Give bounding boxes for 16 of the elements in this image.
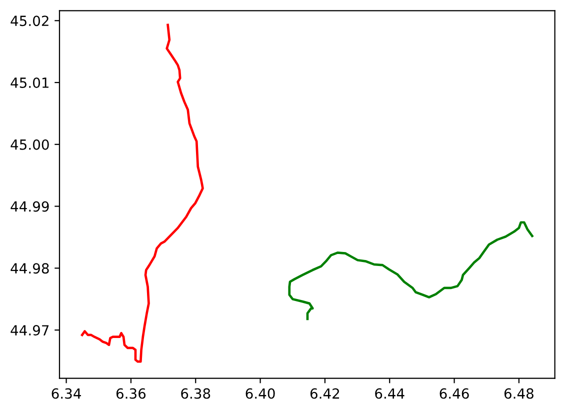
- line-series: [288, 221, 534, 320]
- y-tick-label: 44.99: [10, 201, 49, 212]
- x-tick-label: 6.40: [246, 388, 275, 399]
- x-tick-label: 6.36: [116, 388, 146, 399]
- x-tick-label: 6.48: [504, 388, 534, 399]
- y-tick-label: 44.98: [10, 263, 49, 274]
- y-tick-label: 45.02: [10, 16, 48, 26]
- line-series: [80, 24, 204, 363]
- x-tick-label: 6.34: [52, 388, 81, 399]
- y-tick-label: 44.97: [10, 325, 49, 336]
- x-tick-label: 6.38: [181, 388, 210, 399]
- x-tick-label: 6.44: [375, 388, 404, 399]
- y-tick-label: 45.01: [10, 77, 48, 88]
- x-tick-label: 6.42: [310, 388, 340, 399]
- x-tick-label: 6.46: [440, 388, 469, 399]
- y-tick-label: 45.00: [10, 139, 49, 150]
